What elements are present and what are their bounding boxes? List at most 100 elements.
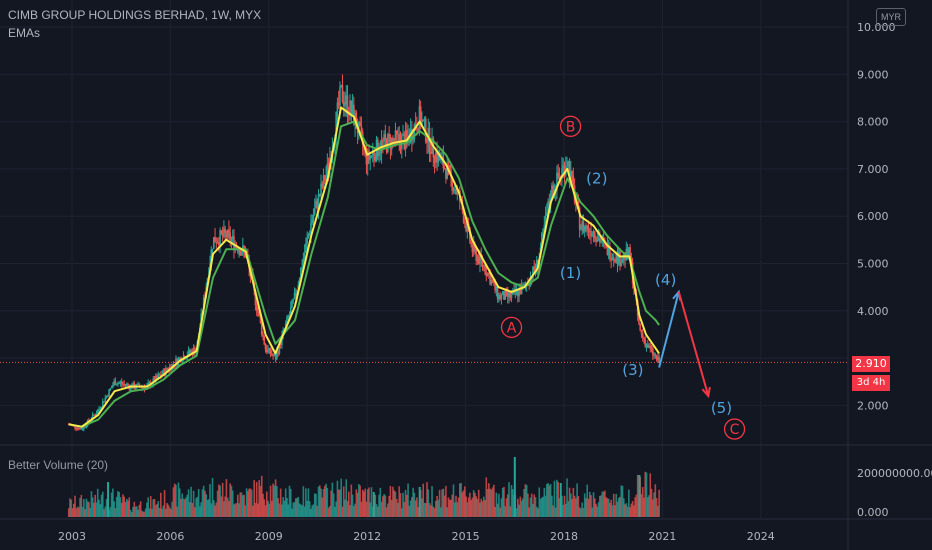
volume-bar [180, 498, 182, 517]
volume-bar [445, 485, 447, 517]
candle-body [190, 350, 192, 353]
volume-bar [634, 497, 636, 517]
volume-bar [334, 506, 336, 517]
candle-body [588, 230, 591, 232]
volume-bar [499, 507, 501, 517]
candle-body [376, 139, 379, 157]
candle-body [599, 237, 601, 243]
volume-bar [89, 507, 91, 517]
volume-bar [94, 494, 97, 517]
volume-bar [297, 496, 300, 517]
y-tick-label: 10.000 [857, 21, 896, 34]
candle-body [353, 104, 355, 125]
candle-body [504, 290, 507, 300]
volume-bar [515, 508, 518, 517]
volume-bar [400, 508, 403, 517]
volume-bar [646, 497, 649, 517]
volume-bar [206, 499, 209, 517]
candle-body [652, 348, 654, 356]
y-tick-label: 8.000 [857, 116, 889, 129]
x-tick-label: 2021 [648, 530, 676, 543]
volume-bar [80, 494, 83, 517]
volume-bar [580, 508, 582, 517]
volume-bar [306, 500, 308, 517]
symbol-title[interactable]: CIMB GROUP HOLDINGS BERHAD, 1W, MYX [8, 8, 262, 22]
candle-body [229, 232, 231, 242]
price-axis[interactable]: 10.000 9.000 8.000 7.000 6.000 5.000 4.000 2.00… [857, 21, 932, 519]
candle-body [383, 134, 385, 142]
volume-bar [234, 503, 237, 517]
candle-body [639, 323, 641, 331]
candle-body [76, 427, 79, 429]
candle-body [95, 413, 98, 416]
candle-body [612, 257, 615, 259]
volume-bar [220, 496, 223, 517]
candle-body [96, 410, 99, 414]
volume-bar [191, 503, 194, 517]
candle-body [101, 401, 104, 408]
candle-body [144, 386, 147, 390]
volume-bar [144, 508, 147, 517]
candle-body [437, 153, 440, 163]
ema-fast-line [68, 106, 660, 428]
volume-bar [648, 495, 650, 517]
candle-body [508, 292, 510, 297]
candle-body [317, 194, 320, 209]
volume-bar [509, 506, 512, 517]
candle-body [122, 384, 124, 386]
volume-indicator-label[interactable]: Better Volume (20) [8, 458, 109, 472]
volume-bar [177, 482, 180, 517]
candle-body [419, 106, 422, 126]
volume-bar [263, 499, 266, 517]
volume-bar [494, 507, 496, 517]
volume-bar [615, 493, 618, 517]
volume-bar [104, 506, 107, 517]
candle-body [125, 384, 128, 386]
candle-body [321, 183, 324, 188]
volume-bar [446, 507, 448, 517]
volume-bar [450, 499, 452, 517]
volume-bar [379, 487, 382, 517]
volume-bar [211, 477, 214, 517]
candle-body [308, 233, 311, 235]
volume-bar [453, 502, 456, 517]
volume-bar [602, 491, 605, 517]
volume-bar [600, 495, 602, 517]
candle-body [123, 384, 126, 386]
candle-body [475, 249, 477, 261]
volume-bar [105, 498, 108, 517]
candle-body [620, 262, 623, 266]
volume-bar [176, 506, 179, 517]
volume-bar [549, 483, 552, 517]
volume-bar [125, 498, 128, 517]
volume-bar [570, 493, 572, 517]
volume-bar [409, 500, 412, 517]
wave-label: A [507, 320, 517, 336]
volume-bar [583, 493, 586, 517]
candle-body [258, 312, 261, 316]
candle-body [552, 185, 554, 195]
volume-bar [606, 498, 609, 517]
volume-bar [457, 497, 460, 517]
volume-bar [117, 491, 119, 517]
candle-body [210, 249, 213, 264]
candle-body [259, 315, 262, 323]
volume-bar [240, 492, 243, 517]
volume-bar [428, 502, 431, 517]
ema-slow-line [68, 120, 660, 428]
wave-label: C [730, 422, 740, 438]
volume-bar [286, 497, 288, 517]
currency-badge[interactable]: MYR [876, 8, 906, 26]
volume-bar [353, 505, 355, 517]
candle-body [658, 356, 660, 363]
volume-bar [182, 498, 185, 517]
volume-bars [67, 457, 660, 517]
volume-bar [255, 482, 258, 517]
indicator-label[interactable]: EMAs [8, 26, 41, 40]
candle-body [112, 385, 114, 388]
volume-bar [330, 490, 332, 517]
volume-bar [274, 479, 277, 517]
volume-bar [252, 505, 254, 517]
time-axis[interactable]: 2003 2006 2009 2012 2015 2018 2021 2024 [58, 530, 775, 543]
